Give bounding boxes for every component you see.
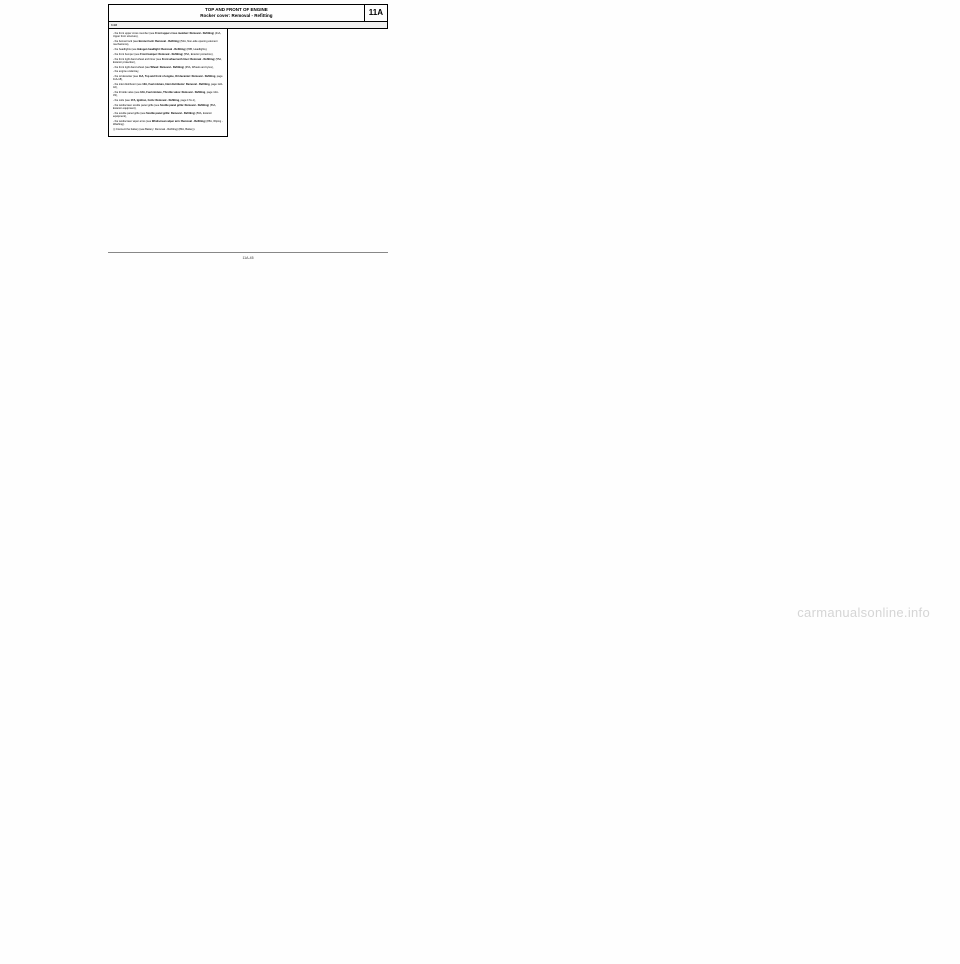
removal-step: - the headlights (see Halogen headlight:… [113,48,223,51]
removal-step: - the throttle valve (see 12A, Fuel mixt… [113,91,223,97]
step-reference: 12A, Fuel mixture, Inlet distributor: Re… [142,83,209,86]
removal-step: - the engine undertray, [113,70,223,73]
section-code: 11A [364,5,387,21]
step-trail: ) (80A, Battery). [177,128,195,131]
step-trail: , page 17A-1), [179,99,195,102]
step-reference: Scuttle panel grille: Removal - Refittin… [146,112,194,115]
removal-step: - the windscreen wiper arms (see Windscr… [113,120,223,126]
removal-step: - the oil decanter (see 11A, Top and fro… [113,75,223,81]
header-title: TOP AND FRONT OF ENGINE Rocker cover: Re… [109,5,364,21]
step-reference: Battery: Removal - Refitting [145,128,177,131]
step-reference: Halogen headlight: Removal - Refitting [137,48,185,51]
step-reference: Wheel: Removal - Refitting [151,66,184,69]
page-header: TOP AND FRONT OF ENGINE Rocker cover: Re… [108,4,388,22]
step-reference: 11A, Top and front of engine, Oil decant… [139,75,215,78]
removal-step: - the coils (see 17A, Ignition, Coils: R… [113,99,223,102]
step-lead: - the front bumper (see [113,53,140,56]
removal-step: - the front right-hand wheel arch liner … [113,58,223,64]
step-reference: Front wheel arch liner: Removal - Refitt… [162,58,214,61]
title-line-1: TOP AND FRONT OF ENGINE [205,7,268,12]
step-reference: 17A, Ignition, Coils: Removal - Refittin… [131,99,180,102]
removal-step: - the scuttle panel grille (see Scuttle … [113,112,223,118]
step-lead: ❏ Connect the battery (see [113,128,145,131]
removal-step: - the inlet distributor (see 12A, Fuel m… [113,83,223,89]
manual-page: TOP AND FRONT OF ENGINE Rocker cover: Re… [108,4,388,137]
step-reference: 12A, Fuel mixture, Throttle valve: Remov… [140,91,205,94]
connect-battery-step: ❏ Connect the battery (see Battery: Remo… [113,128,223,131]
removal-step: - the front right-hand wheel (see Wheel:… [113,66,223,69]
step-reference: Front upper cross member: Removal - Refi… [155,32,213,35]
step-reference: Bonnet lock: Removal - Refitting [139,40,179,43]
removal-steps-box: - the front upper cross member (see Fron… [108,29,228,138]
removal-step: - the bonnet lock (see Bonnet lock: Remo… [113,40,223,46]
step-reference: Front bumper: Removal - Refitting [140,53,182,56]
removal-step: - the windscreen scuttle panel grille (s… [113,104,223,110]
source-watermark: carmanualsonline.info [797,605,930,620]
title-line-2: Rocker cover: Removal - Refitting [200,13,272,18]
removal-step: - the front upper cross member (see Fron… [113,32,223,38]
engine-code-bar: K4M [108,22,388,29]
step-trail: ) (55A, Exterior protection), [182,53,213,56]
step-lead: - the front right-hand wheel (see [113,66,151,69]
step-trail: ) (35A, Wheels and tyres), [183,66,213,69]
page-number: 11A-45 [108,256,388,260]
page-divider [108,252,388,253]
removal-step: - the front bumper (see Front bumper: Re… [113,53,223,56]
step-lead: - the coils (see [113,99,131,102]
step-trail: ) (80B, Headlights), [185,48,207,51]
step-reference: Windscreen wiper arm: Removal - Refittin… [152,120,205,123]
step-reference: Scuttle panel grille: Removal - Refittin… [160,104,208,107]
step-lead: - the engine undertray, [113,70,139,73]
step-lead: - the headlights (see [113,48,137,51]
